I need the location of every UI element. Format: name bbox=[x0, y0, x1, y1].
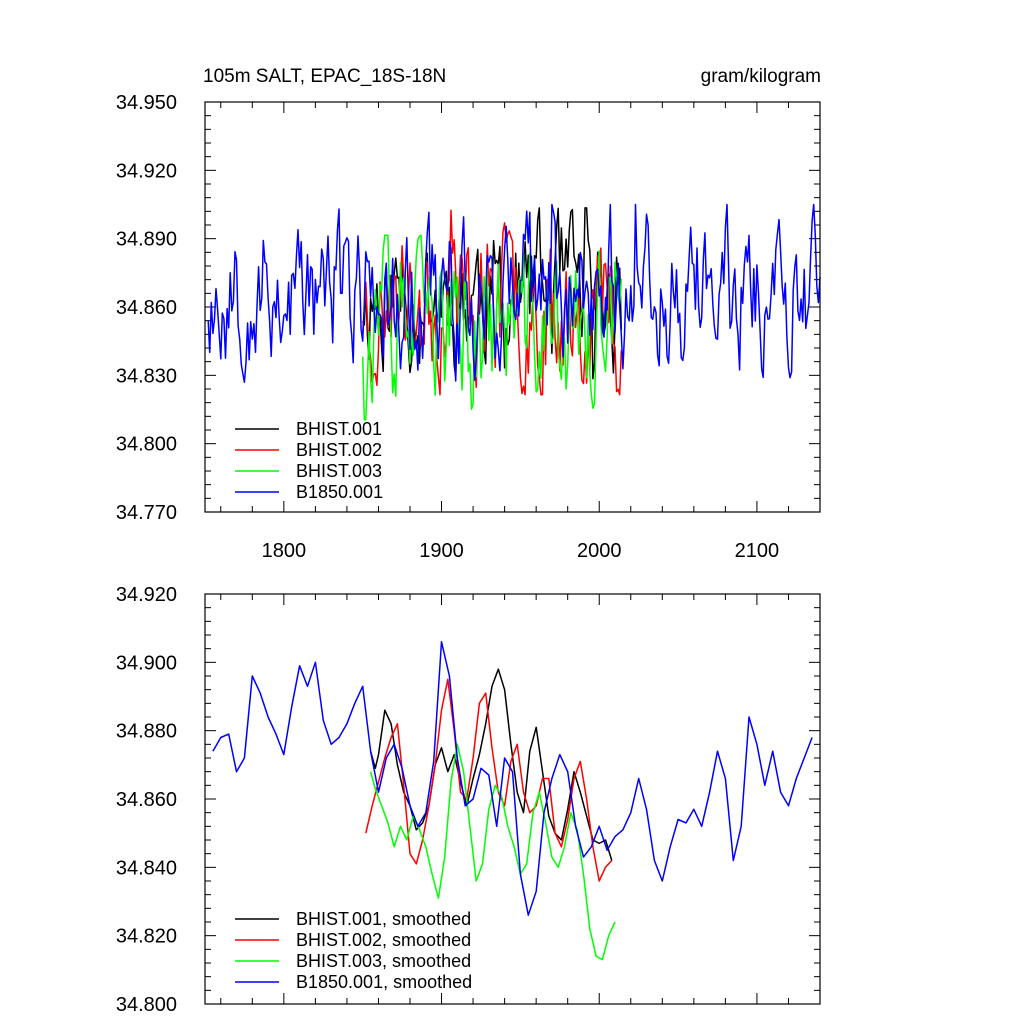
top-ytick-label: 34.830 bbox=[116, 365, 177, 387]
top-legend-label: BHIST.003 bbox=[296, 461, 382, 481]
bottom-series-group bbox=[212, 641, 813, 961]
top-chart-title: 105m SALT, EPAC_18S-18N bbox=[203, 66, 446, 87]
top-axis-ticks: 34.950 34.920 34.890 34.860 34.830 34.800 34.7… bbox=[116, 92, 821, 562]
top-series-line-3 bbox=[361, 234, 623, 421]
top-ytick-label: 34.950 bbox=[116, 92, 177, 114]
bottom-legend-label: BHIST.001, smoothed bbox=[296, 909, 471, 929]
bottom-axis-ticks: 34.920 34.900 34.880 34.860 34.840 34.820 34.8… bbox=[116, 584, 821, 1016]
bottom-ytick-label: 34.840 bbox=[116, 857, 177, 879]
bottom-ytick-label: 34.880 bbox=[116, 721, 177, 743]
top-legend-label: B1850.001 bbox=[296, 482, 383, 502]
top-series-line-4 bbox=[207, 203, 821, 383]
bottom-plot-frame bbox=[204, 593, 821, 1005]
bottom-ytick-label: 34.860 bbox=[116, 789, 177, 811]
top-ytick-label: 34.890 bbox=[116, 229, 177, 251]
top-ytick-label: 34.770 bbox=[116, 502, 177, 524]
bottom-chart-panel: 34.920 34.900 34.880 34.860 34.840 34.820 34.8… bbox=[116, 584, 821, 1016]
top-chart-units: gram/kilogram bbox=[701, 66, 821, 87]
top-plot-frame bbox=[204, 101, 821, 513]
top-xtick-label: 2000 bbox=[577, 540, 622, 562]
bottom-ytick-label: 34.800 bbox=[116, 994, 177, 1016]
top-ytick-label: 34.860 bbox=[116, 297, 177, 319]
top-chart-panel: 105m SALT, EPAC_18S-18N gram/kilogram 34… bbox=[116, 66, 821, 562]
top-legend-label: BHIST.002 bbox=[296, 440, 382, 460]
top-legend-label: BHIST.001 bbox=[296, 419, 382, 439]
bottom-ytick-label: 34.900 bbox=[116, 652, 177, 674]
bottom-series-line-1 bbox=[369, 668, 613, 861]
bottom-series-line-2 bbox=[365, 678, 613, 882]
bottom-legend-label: BHIST.002, smoothed bbox=[296, 930, 471, 950]
top-series-group bbox=[207, 203, 821, 421]
bottom-ytick-label: 34.820 bbox=[116, 926, 177, 948]
bottom-ytick-label: 34.920 bbox=[116, 584, 177, 606]
top-xtick-label: 2100 bbox=[735, 540, 780, 562]
bottom-series-line-4 bbox=[212, 641, 813, 916]
top-ytick-label: 34.800 bbox=[116, 434, 177, 456]
top-xtick-label: 1900 bbox=[419, 540, 464, 562]
bottom-legend-label: BHIST.003, smoothed bbox=[296, 951, 471, 971]
top-xtick-label: 1800 bbox=[262, 540, 307, 562]
bottom-legend-label: B1850.001, smoothed bbox=[296, 972, 472, 992]
top-series-line-1 bbox=[362, 207, 623, 380]
top-ytick-label: 34.920 bbox=[116, 160, 177, 182]
